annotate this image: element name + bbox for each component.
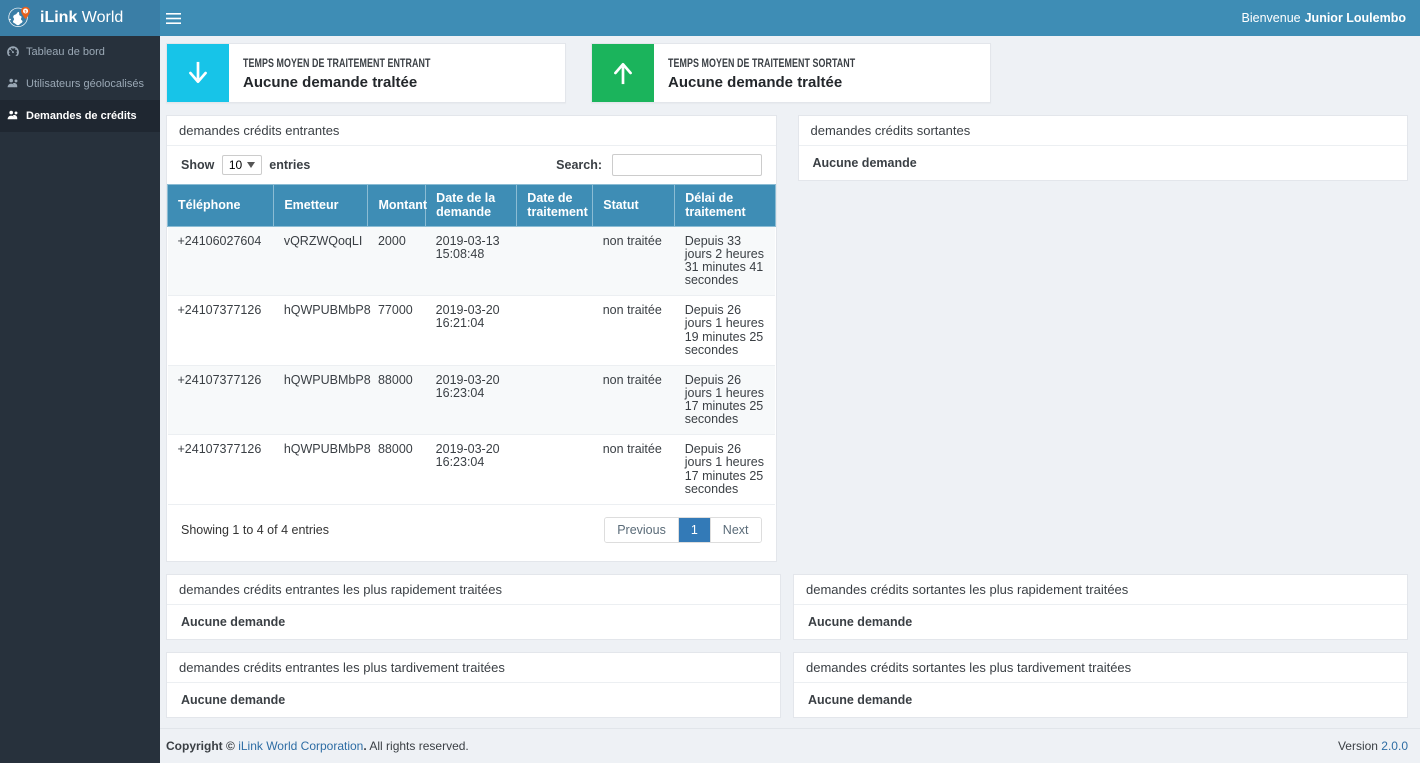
svg-text:$: $ [25,9,27,13]
